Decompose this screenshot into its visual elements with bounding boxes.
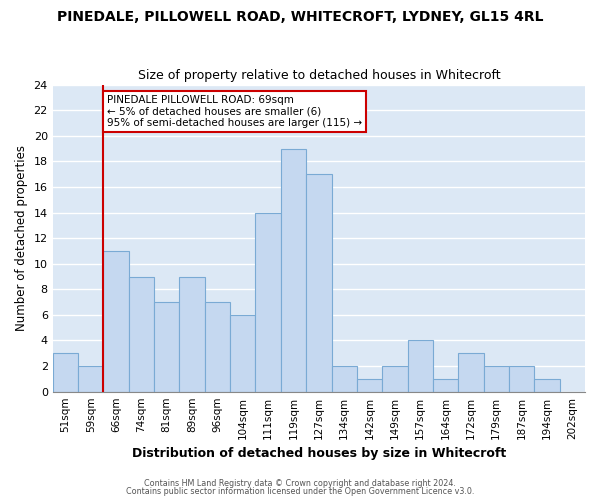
Bar	[129, 276, 154, 392]
Bar	[306, 174, 332, 392]
Text: Contains public sector information licensed under the Open Government Licence v3: Contains public sector information licen…	[126, 487, 474, 496]
Bar	[53, 354, 78, 392]
Bar	[179, 276, 205, 392]
Bar	[78, 366, 103, 392]
Bar	[103, 251, 129, 392]
Text: PINEDALE, PILLOWELL ROAD, WHITECROFT, LYDNEY, GL15 4RL: PINEDALE, PILLOWELL ROAD, WHITECROFT, LY…	[57, 10, 543, 24]
Text: PINEDALE PILLOWELL ROAD: 69sqm
← 5% of detached houses are smaller (6)
95% of se: PINEDALE PILLOWELL ROAD: 69sqm ← 5% of d…	[107, 95, 362, 128]
X-axis label: Distribution of detached houses by size in Whitecroft: Distribution of detached houses by size …	[132, 447, 506, 460]
Bar	[509, 366, 535, 392]
Bar	[407, 340, 433, 392]
Text: Contains HM Land Registry data © Crown copyright and database right 2024.: Contains HM Land Registry data © Crown c…	[144, 478, 456, 488]
Bar	[281, 148, 306, 392]
Bar	[382, 366, 407, 392]
Bar	[205, 302, 230, 392]
Bar	[154, 302, 179, 392]
Bar	[484, 366, 509, 392]
Bar	[357, 379, 382, 392]
Bar	[256, 212, 281, 392]
Title: Size of property relative to detached houses in Whitecroft: Size of property relative to detached ho…	[137, 69, 500, 82]
Bar	[535, 379, 560, 392]
Bar	[332, 366, 357, 392]
Bar	[230, 315, 256, 392]
Bar	[458, 354, 484, 392]
Bar	[433, 379, 458, 392]
Y-axis label: Number of detached properties: Number of detached properties	[15, 145, 28, 331]
